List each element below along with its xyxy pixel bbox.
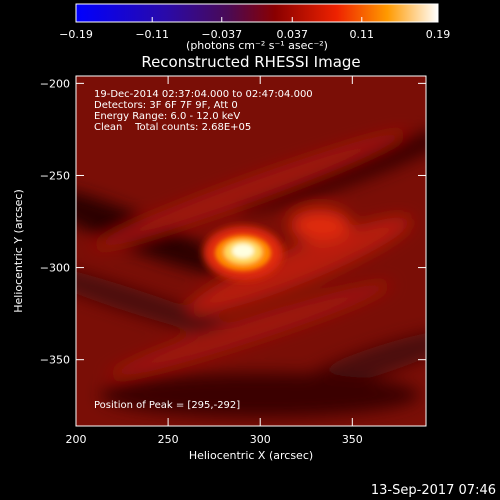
y-tick-label: −250 (40, 169, 70, 182)
colorbar-unit-label: (photons cm⁻² s⁻¹ asec⁻²) (186, 39, 328, 52)
y-tick-label: −300 (40, 262, 70, 275)
chart-title: Reconstructed RHESSI Image (141, 53, 360, 71)
axis-ticks: 200 250 300 350 −200 −250 −300 −350 (40, 76, 426, 446)
heatmap-image (76, 76, 426, 426)
colorbar-tick-label: 0.19 (426, 28, 451, 41)
x-tick-label: 200 (66, 433, 87, 446)
annotation-block: 19-Dec-2014 02:37:04.000 to 02:47:04.000… (94, 89, 313, 133)
x-tick-label: 250 (158, 433, 179, 446)
heatmap-structure (76, 126, 426, 417)
annotation-energy-range: Energy Range: 6.0 - 12.0 keV (94, 111, 240, 122)
annotation-time-range: 19-Dec-2014 02:37:04.000 to 02:47:04.000 (94, 89, 313, 100)
colorbar-tick-label: 0.037 (276, 28, 308, 41)
plot-frame (75, 75, 427, 427)
colorbar-tick-label: −0.11 (135, 28, 169, 41)
colorbar-tick-label: 0.11 (350, 28, 375, 41)
annotation-detectors: Detectors: 3F 6F 7F 9F, Att 0 (94, 100, 238, 111)
y-tick-label: −200 (40, 77, 70, 90)
y-tick-label: −350 (40, 354, 70, 367)
colorbar (75, 3, 439, 23)
x-axis-label: Heliocentric X (arcsec) (189, 449, 313, 462)
colorbar-tick-label: −0.19 (59, 28, 93, 41)
colorbar-tick-label: −0.037 (201, 28, 242, 41)
x-tick-label: 350 (342, 433, 363, 446)
annotation-total-counts: Clean Total counts: 2.68E+05 (94, 122, 251, 133)
heatmap-peak-core (215, 235, 271, 271)
y-axis-label: Heliocentric Y (arcsec) (12, 189, 25, 313)
footer-timestamp: 13-Sep-2017 07:46 (371, 483, 496, 498)
colorbar-ticks: −0.19 −0.11 −0.037 0.037 0.11 0.19 (59, 17, 450, 41)
peak-position-label: Position of Peak = [295,-292] (94, 400, 240, 411)
x-tick-label: 300 (250, 433, 271, 446)
